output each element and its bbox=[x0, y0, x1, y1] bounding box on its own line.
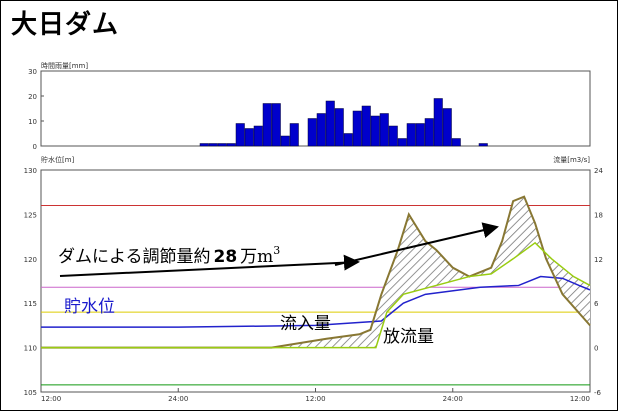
rainfall-bar bbox=[424, 118, 434, 147]
rainfall-bar bbox=[352, 110, 362, 147]
flow-ytick: 24 bbox=[594, 167, 603, 175]
inflow-line bbox=[41, 195, 591, 349]
rainfall-bar bbox=[451, 138, 461, 147]
level-ytick: 110 bbox=[24, 345, 37, 353]
flow-ytick: 0 bbox=[594, 345, 598, 353]
rainfall-bar bbox=[244, 128, 254, 147]
level-plot-area bbox=[40, 169, 591, 393]
rainfall-bar bbox=[307, 118, 317, 147]
level-ytick: 120 bbox=[24, 256, 37, 264]
level-yticks: 105 110 115 120 125 130 bbox=[24, 167, 37, 397]
rainfall-bar bbox=[334, 108, 344, 147]
rainfall-ylabel: 時間雨量[mm] bbox=[41, 62, 88, 70]
rainfall-ytick: 10 bbox=[28, 118, 37, 126]
rainfall-bar bbox=[406, 123, 416, 147]
rainfall-bars bbox=[199, 98, 488, 147]
x-tick-label: 24:00 bbox=[168, 395, 188, 403]
rainfall-bar bbox=[217, 143, 227, 147]
outflow-label: 放流量 bbox=[383, 327, 434, 347]
rainfall-bar bbox=[388, 125, 398, 147]
rainfall-ytick: 20 bbox=[28, 93, 37, 101]
x-tick-label: 12:00 bbox=[305, 395, 325, 403]
series-lines bbox=[41, 195, 591, 349]
level-ytick: 115 bbox=[24, 300, 37, 308]
flow-ylabel: 流量[m3/s] bbox=[553, 155, 590, 164]
rainfall-bar bbox=[397, 138, 407, 147]
page-title: 大日ダム bbox=[11, 10, 120, 40]
rainfall-bar bbox=[226, 143, 236, 147]
rainfall-bar bbox=[262, 103, 272, 147]
storage-level-label: 貯水位 bbox=[64, 297, 115, 317]
rainfall-bar bbox=[325, 100, 335, 147]
rainfall-bar bbox=[208, 143, 218, 147]
rainfall-bar bbox=[370, 115, 380, 147]
rainfall-bar bbox=[478, 143, 488, 147]
reduction-label: ダムによる調節量約 28 万m3 bbox=[58, 244, 280, 267]
reference-lines bbox=[41, 205, 590, 386]
level-ytick: 130 bbox=[24, 167, 37, 175]
outflow-line bbox=[41, 241, 591, 349]
rainfall-bar bbox=[289, 123, 299, 147]
x-axis-ticks: 12:00 24:00 12:00 24:00 12:00 bbox=[40, 388, 591, 403]
rainfall-bar bbox=[415, 123, 425, 147]
rainfall-bar bbox=[280, 135, 290, 147]
flow-ytick: 6 bbox=[594, 300, 599, 308]
rainfall-bar bbox=[442, 108, 452, 147]
x-tick-label: 24:00 bbox=[443, 395, 463, 403]
level-ylabel: 貯水位[m] bbox=[41, 155, 75, 164]
level-ytick: 125 bbox=[24, 211, 37, 219]
flow-ytick: -6 bbox=[594, 389, 602, 397]
x-tick-label: 12:00 bbox=[41, 395, 61, 403]
rainfall-ytick: 30 bbox=[28, 68, 37, 76]
x-tick-label: 12:00 bbox=[570, 395, 590, 403]
rainfall-bar bbox=[253, 125, 263, 147]
rainfall-bar bbox=[361, 105, 371, 147]
rainfall-bar bbox=[316, 113, 326, 147]
flow-ytick: 12 bbox=[594, 256, 603, 264]
rainfall-bar bbox=[199, 143, 209, 147]
flow-ytick: 18 bbox=[594, 211, 603, 219]
rainfall-yticks: 0 10 20 30 bbox=[28, 68, 44, 151]
reduction-arrow-1 bbox=[59, 254, 360, 277]
flow-yticks: -6 0 6 12 18 24 bbox=[594, 167, 603, 397]
rainfall-bar bbox=[343, 133, 353, 147]
rainfall-bar bbox=[271, 103, 281, 147]
rainfall-bar bbox=[235, 123, 245, 147]
inflow-label: 流入量 bbox=[280, 314, 331, 334]
rainfall-bar bbox=[433, 98, 443, 147]
reduction-arrow-2 bbox=[334, 222, 499, 266]
level-ytick: 105 bbox=[24, 389, 37, 397]
storage-level-line bbox=[41, 275, 591, 328]
rainfall-ytick: 0 bbox=[33, 143, 37, 151]
rainfall-bar bbox=[379, 113, 389, 147]
